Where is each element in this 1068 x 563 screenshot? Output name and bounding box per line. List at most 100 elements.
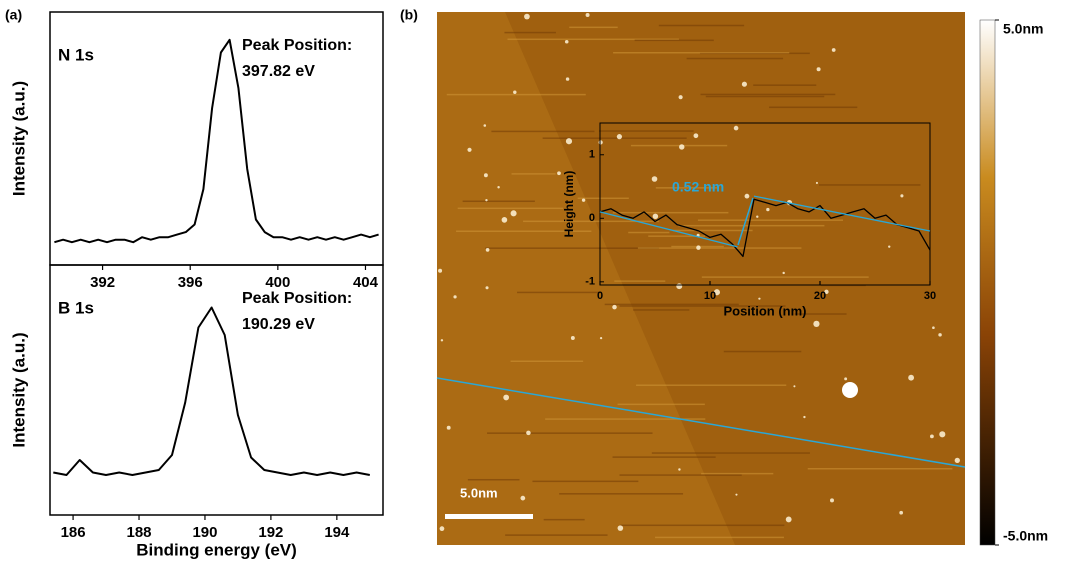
streak: [672, 229, 753, 232]
particle: [713, 289, 721, 296]
y-tick-label: 1: [589, 149, 595, 161]
streak: [630, 144, 728, 147]
streak: [456, 230, 592, 233]
particle: [756, 215, 759, 218]
particle: [803, 415, 806, 419]
streak: [598, 130, 694, 132]
particle: [526, 430, 531, 436]
streak: [634, 39, 714, 42]
streak: [559, 493, 684, 495]
streak: [617, 403, 705, 406]
particle: [483, 124, 487, 127]
panel-label: (a): [5, 7, 22, 23]
x-tick-label: 404: [353, 274, 379, 291]
particle: [744, 193, 750, 199]
afm-image: [437, 12, 965, 545]
streak: [658, 24, 745, 27]
particle: [501, 217, 508, 223]
streak: [487, 432, 653, 434]
streak: [619, 474, 742, 476]
spectrum-label: B 1s: [58, 298, 94, 317]
streak: [577, 197, 629, 200]
colorbar-label: -5.0nm: [1003, 528, 1048, 544]
step-height-label: 0.52 nm: [672, 179, 724, 195]
particle: [696, 245, 701, 250]
particle: [520, 495, 526, 501]
particle: [651, 176, 658, 182]
streak: [612, 456, 716, 458]
streak: [505, 534, 608, 536]
panel-label: (b): [400, 7, 418, 23]
particle: [813, 320, 820, 327]
particle: [652, 213, 659, 220]
particle: [483, 173, 488, 178]
particle: [939, 431, 946, 438]
data-line: [54, 38, 379, 244]
streak: [543, 518, 585, 521]
particle: [735, 493, 738, 496]
particle: [696, 233, 700, 237]
x-tick-label: 30: [924, 290, 936, 302]
peak-annotation: 190.29 eV: [242, 316, 315, 333]
streak: [604, 303, 739, 306]
streak: [794, 313, 847, 315]
streak: [701, 472, 774, 475]
streak: [648, 235, 706, 237]
particle: [438, 268, 443, 273]
streak: [613, 51, 790, 54]
particle: [440, 339, 444, 342]
data-line: [53, 306, 370, 476]
peak-annotation: Peak Position:: [242, 37, 352, 54]
streak: [532, 480, 639, 483]
scale-bar: [445, 514, 533, 519]
streak: [636, 384, 787, 386]
data-line: [599, 195, 931, 248]
colorbar-label: 5.0nm: [1003, 21, 1043, 37]
x-tick-label: 400: [265, 274, 290, 291]
x-tick-label: 194: [324, 524, 350, 541]
streak: [569, 26, 618, 29]
streak: [504, 31, 556, 34]
particle: [513, 90, 517, 94]
particle: [782, 271, 785, 275]
streak: [753, 84, 817, 86]
step-arrow: [737, 197, 754, 246]
particle: [815, 181, 819, 185]
streak: [620, 524, 785, 527]
particle: [824, 289, 829, 294]
streak: [545, 418, 706, 420]
particle: [453, 295, 457, 299]
particle: [678, 468, 681, 471]
particle: [785, 516, 792, 523]
x-tick-label: 20: [814, 290, 826, 302]
x-tick-label: 396: [178, 274, 203, 291]
particle: [439, 526, 445, 532]
x-tick-label: 0: [597, 290, 603, 302]
streak: [467, 478, 520, 481]
particle: [616, 134, 623, 140]
particle: [930, 434, 934, 439]
particle: [830, 498, 835, 503]
particle: [679, 144, 685, 150]
particle: [585, 13, 590, 18]
particle: [831, 48, 836, 52]
x-tick-label: 192: [258, 524, 283, 541]
afm-terrace: [437, 12, 735, 545]
peak-annotation: 397.82 eV: [242, 63, 315, 80]
plot-frame: [49, 264, 384, 516]
streak: [637, 247, 802, 249]
data-line: [599, 198, 931, 258]
particle: [599, 337, 603, 340]
x-axis-label: Binding energy (eV): [136, 540, 297, 559]
streak: [655, 187, 718, 189]
particle: [842, 382, 858, 398]
spectrum-label: N 1s: [58, 45, 94, 64]
particle: [816, 67, 821, 72]
streak: [485, 247, 660, 249]
particle: [676, 283, 683, 290]
y-axis-label: Intensity (a.u.): [9, 81, 28, 196]
y-axis-label: Intensity (a.u.): [9, 332, 28, 447]
streak: [614, 280, 666, 282]
